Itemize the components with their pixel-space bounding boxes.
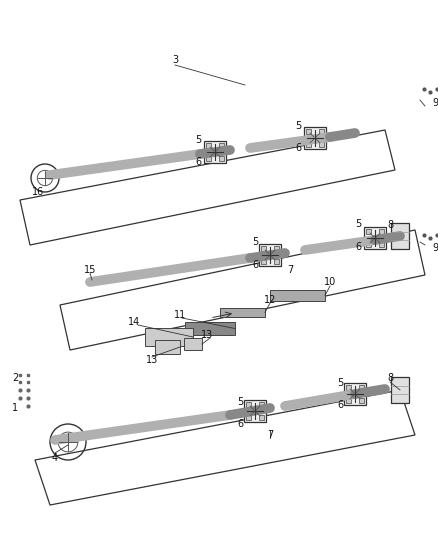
Text: 13: 13 [201, 330, 213, 340]
Text: 5: 5 [355, 219, 361, 229]
Text: 6: 6 [295, 143, 301, 153]
Text: 6: 6 [237, 419, 243, 429]
Text: 1: 1 [12, 403, 18, 413]
Bar [244, 400, 266, 422]
Text: 2: 2 [12, 373, 18, 383]
Bar [184, 338, 202, 350]
Bar [344, 383, 366, 405]
Bar [274, 246, 279, 252]
Bar [206, 143, 212, 149]
Bar [247, 402, 251, 407]
Text: 5: 5 [252, 237, 258, 247]
Bar [261, 246, 266, 252]
Text: 9: 9 [432, 243, 438, 253]
Bar [247, 415, 251, 419]
Bar [367, 241, 371, 247]
Bar [304, 127, 326, 149]
Bar [346, 385, 351, 391]
Bar [367, 229, 371, 235]
Text: 16: 16 [32, 187, 44, 197]
Bar [274, 259, 279, 263]
Bar [258, 415, 264, 419]
Text: 6: 6 [355, 242, 361, 252]
Bar [259, 244, 281, 266]
Bar [270, 290, 325, 301]
Bar [378, 229, 384, 235]
Bar [318, 130, 324, 134]
Text: 13: 13 [146, 355, 158, 365]
Text: 5: 5 [337, 378, 343, 388]
Bar [346, 398, 351, 402]
Bar [219, 156, 223, 160]
Text: 7: 7 [287, 265, 293, 275]
Bar [261, 259, 266, 263]
Text: 8: 8 [387, 373, 393, 383]
Text: 3: 3 [172, 55, 178, 65]
Bar [378, 241, 384, 247]
Text: 7: 7 [267, 430, 273, 440]
Bar [155, 340, 180, 354]
Bar [307, 142, 311, 147]
Text: 5: 5 [237, 397, 243, 407]
Bar [391, 223, 409, 249]
Text: 6: 6 [195, 157, 201, 167]
Bar [220, 308, 265, 317]
Text: 6: 6 [252, 260, 258, 270]
Bar [359, 398, 364, 402]
Text: 14: 14 [128, 317, 140, 327]
Bar [219, 143, 223, 149]
Bar [258, 402, 264, 407]
Bar [204, 141, 226, 163]
Text: 12: 12 [264, 295, 276, 305]
Text: 4: 4 [52, 453, 58, 463]
Text: 15: 15 [84, 265, 96, 275]
Bar [206, 156, 212, 160]
Text: 5: 5 [195, 135, 201, 145]
Bar [391, 377, 409, 403]
Text: 9: 9 [432, 98, 438, 108]
Bar [307, 130, 311, 134]
Text: 11: 11 [174, 310, 186, 320]
Text: 5: 5 [295, 121, 301, 131]
Bar [359, 385, 364, 391]
Text: 10: 10 [324, 277, 336, 287]
Bar [364, 227, 386, 249]
Text: 8: 8 [387, 220, 393, 230]
Text: 6: 6 [337, 400, 343, 410]
Bar [318, 142, 324, 147]
Bar [185, 322, 235, 335]
Bar [145, 328, 193, 346]
